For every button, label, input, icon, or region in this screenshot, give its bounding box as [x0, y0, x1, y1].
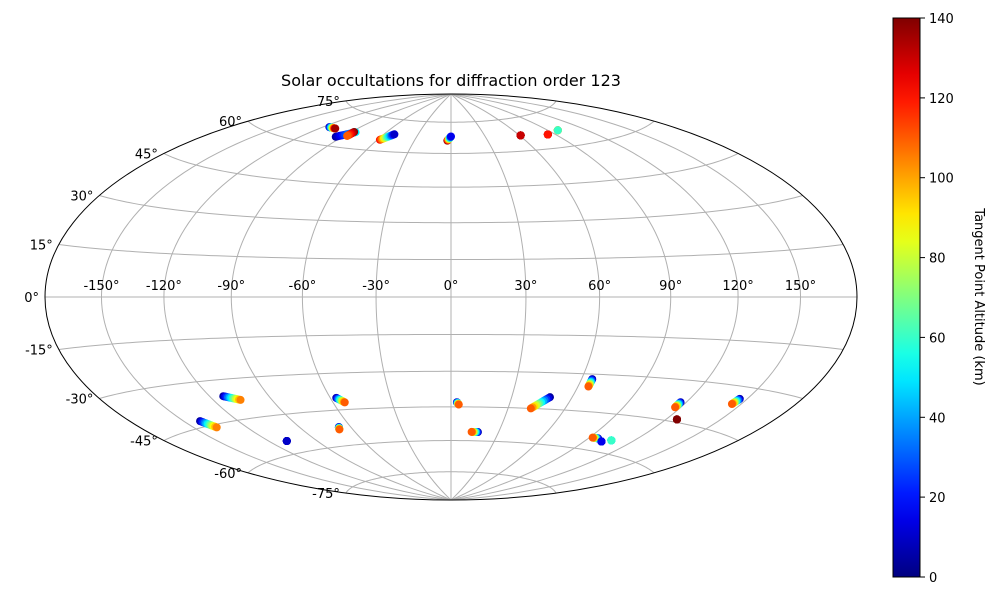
occultation-point: [671, 403, 680, 412]
occultation-point: [335, 425, 344, 434]
latitude-tick-label: 15°: [30, 239, 53, 254]
colorbar-label: Tangent Point Altitude (km): [971, 207, 986, 385]
occultation-point: [340, 398, 349, 407]
colorbar-gradient: [892, 17, 921, 578]
latitude-tick-label: 0°: [24, 291, 39, 306]
parallel-line: [247, 120, 655, 154]
occultation-point: [588, 433, 597, 442]
occultation-point: [212, 423, 221, 432]
parallel-line: [163, 406, 739, 441]
longitude-tick-labels: -150° -120° -90° -60° -30° 0° 30° 60° 90° 120° 150…: [83, 279, 816, 294]
occultation-point: [467, 427, 476, 436]
occultation-point: [516, 131, 525, 140]
longitude-tick-label: 120°: [722, 279, 753, 294]
parallel-line: [163, 153, 739, 188]
parallel-line: [58, 333, 844, 351]
latitude-tick-label: -30°: [66, 393, 94, 408]
occultation-point: [526, 404, 535, 413]
occultation-point: [390, 130, 399, 139]
graticule: [45, 94, 857, 500]
parallel-line: [345, 471, 557, 494]
longitude-tick-label: -150°: [83, 279, 119, 294]
longitude-tick-label: -120°: [146, 279, 182, 294]
occultation-point: [543, 130, 552, 139]
longitude-tick-label: 30°: [514, 279, 537, 294]
parallel-line: [345, 100, 557, 123]
parallel-line: [247, 440, 655, 474]
occultation-point: [584, 382, 593, 391]
occultation-point: [727, 400, 736, 409]
parallel-line: [99, 195, 803, 224]
colorbar: 0 20 40 60 80 100 120 140 Tangent Point Altitud…: [892, 12, 986, 586]
longitude-tick-label: -60°: [289, 279, 317, 294]
occultation-point: [597, 437, 606, 446]
longitude-tick-label: 60°: [588, 279, 611, 294]
colorbar-tick-label: 80: [929, 252, 946, 267]
colorbar-tick-label: 40: [929, 411, 946, 426]
latitude-tick-label: -60°: [214, 467, 242, 482]
occultation-point: [607, 436, 616, 445]
latitude-tick-label: 60°: [219, 115, 242, 130]
longitude-tick-label: -30°: [362, 279, 390, 294]
longitude-tick-label: 150°: [785, 279, 816, 294]
latitude-tick-labels: 75° 60° 45° 30° 15° 0° -15° -30° -45° -60° -75°: [24, 95, 340, 502]
occultation-point: [236, 395, 245, 404]
colorbar-tick-label: 120: [929, 92, 954, 107]
latitude-tick-label: -45°: [130, 435, 158, 450]
latitude-tick-label: -15°: [25, 344, 53, 359]
colorbar-tick-label: 20: [929, 491, 946, 506]
occultation-point: [447, 132, 455, 141]
latitude-tick-label: 75°: [317, 95, 340, 110]
occultation-point: [454, 400, 463, 409]
latitude-tick-label: 45°: [135, 148, 158, 163]
colorbar-tick-label: 60: [929, 331, 946, 346]
colorbar-tick-label: 100: [929, 172, 954, 187]
colorbar-ticks: 0 20 40 60 80 100 120 140: [920, 12, 954, 586]
occultation-point: [331, 124, 340, 133]
longitude-tick-label: 90°: [659, 279, 682, 294]
occultation-point: [343, 131, 352, 140]
latitude-tick-label: 30°: [70, 190, 93, 205]
longitude-tick-label: 0°: [444, 279, 459, 294]
map-boundary: [44, 93, 858, 501]
colorbar-tick-label: 140: [929, 12, 954, 27]
occultation-point: [672, 415, 681, 424]
occultation-points: [196, 123, 744, 446]
longitude-tick-label: -90°: [217, 279, 245, 294]
occultation-point: [282, 437, 291, 446]
latitude-tick-label: -75°: [312, 487, 340, 502]
chart-title: Solar occultations for diffraction order…: [281, 71, 621, 90]
colorbar-tick-label: 0: [929, 571, 937, 586]
parallel-line: [58, 243, 844, 261]
occultation-point: [553, 126, 562, 135]
parallel-line: [99, 370, 803, 399]
